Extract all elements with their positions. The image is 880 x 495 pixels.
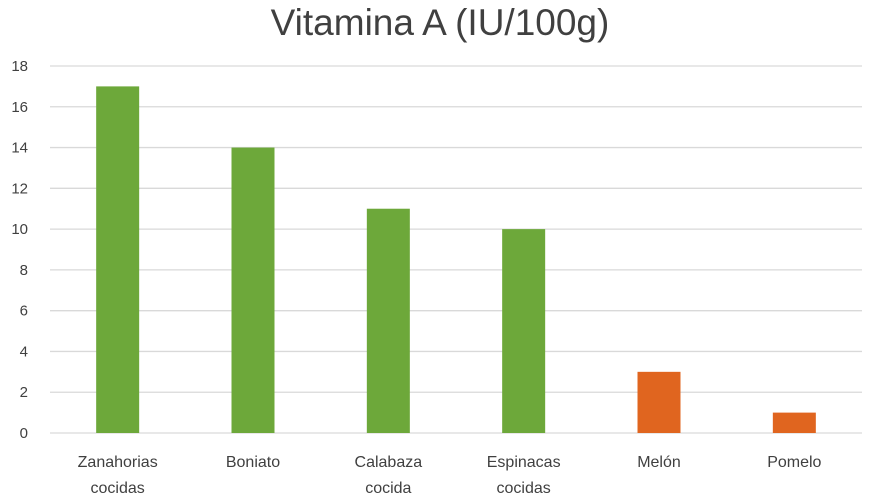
bar: [366, 208, 410, 433]
y-tick-label: 12: [11, 180, 28, 197]
y-tick-label: 2: [20, 384, 28, 401]
y-tick-label: 4: [20, 343, 28, 360]
x-category-label: Melón: [637, 454, 681, 471]
bar: [231, 147, 275, 434]
y-tick-label: 8: [20, 262, 28, 279]
bar: [772, 412, 816, 433]
chart-title: Vitamina A (IU/100g): [270, 2, 610, 43]
x-category-label: Boniato: [226, 454, 280, 471]
x-category-label: Zanahorias: [78, 454, 158, 471]
x-category-label: cocidas: [497, 480, 551, 495]
y-tick-label: 6: [20, 303, 28, 320]
x-category-label: cocidas: [91, 480, 145, 495]
x-category-label: Espinacas: [487, 454, 561, 471]
x-category-label: Calabaza: [355, 454, 423, 471]
x-category-label: cocida: [365, 480, 411, 495]
y-tick-label: 0: [20, 425, 28, 442]
bar: [96, 86, 140, 433]
y-tick-label: 16: [11, 99, 28, 116]
y-tick-label: 14: [11, 140, 28, 157]
x-category-label: Pomelo: [767, 454, 821, 471]
y-tick-label: 10: [11, 221, 28, 238]
bar: [502, 229, 546, 433]
bar: [637, 371, 681, 433]
y-tick-label: 18: [11, 58, 28, 75]
